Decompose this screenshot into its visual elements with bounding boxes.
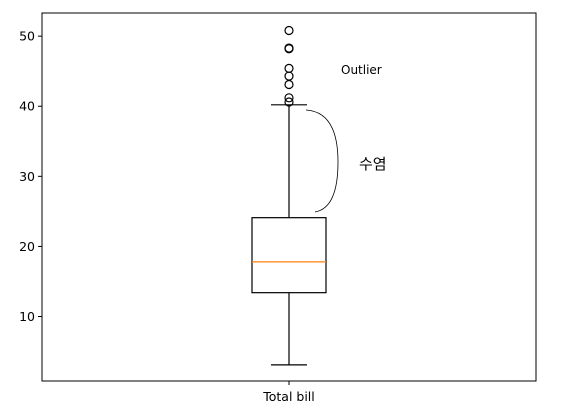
outlier-point [284, 25, 294, 36]
outlier-point [284, 63, 294, 73]
outlier-point [284, 93, 294, 103]
y-tick-label: 40 [19, 99, 35, 114]
outlier-annotation-label: Outlier [341, 63, 382, 77]
iqr-box [251, 217, 327, 294]
whisker-annotation-label: 수염 [359, 155, 387, 173]
y-tick-label: 50 [19, 29, 35, 44]
whisker-annotation-arc [305, 109, 339, 213]
y-tick-label: 10 [19, 309, 35, 324]
box-layer [251, 25, 327, 366]
y-tick-label: 20 [19, 239, 35, 254]
outlier-point [284, 43, 294, 53]
annotation-layer: Outlier 수염 [305, 63, 387, 213]
x-tick-label: Total bill [262, 389, 315, 404]
outlier-point [284, 97, 294, 107]
x-axis-ticks: Total bill [262, 381, 315, 404]
y-axis-ticks: 10 20 30 40 50 [19, 29, 42, 324]
y-tick-label: 30 [19, 169, 35, 184]
